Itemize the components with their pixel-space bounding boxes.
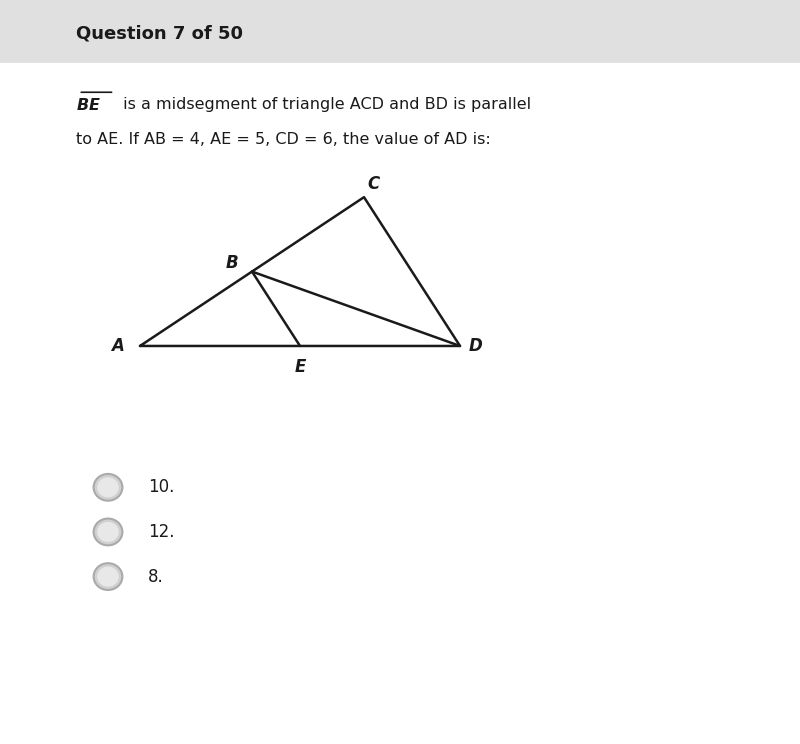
Text: to AE. If AB = 4, AE = 5, CD = 6, the value of AD is:: to AE. If AB = 4, AE = 5, CD = 6, the va… [76,132,490,147]
Text: C: C [367,175,380,193]
Text: 8.: 8. [148,568,164,586]
Text: Question 7 of 50: Question 7 of 50 [76,25,243,42]
Circle shape [98,567,118,586]
Text: E: E [294,358,306,376]
Circle shape [98,522,118,542]
Circle shape [98,478,118,497]
Text: B: B [226,254,238,272]
Text: A: A [111,337,124,355]
FancyBboxPatch shape [0,0,800,63]
Text: $\bfit{BE}$: $\bfit{BE}$ [76,97,101,113]
Circle shape [94,519,122,545]
Text: D: D [469,337,483,355]
Circle shape [94,563,122,590]
Text: 10.: 10. [148,478,174,496]
Circle shape [94,474,122,501]
Text: is a midsegment of triangle ACD and BD is parallel: is a midsegment of triangle ACD and BD i… [118,97,531,112]
Text: 12.: 12. [148,523,174,541]
